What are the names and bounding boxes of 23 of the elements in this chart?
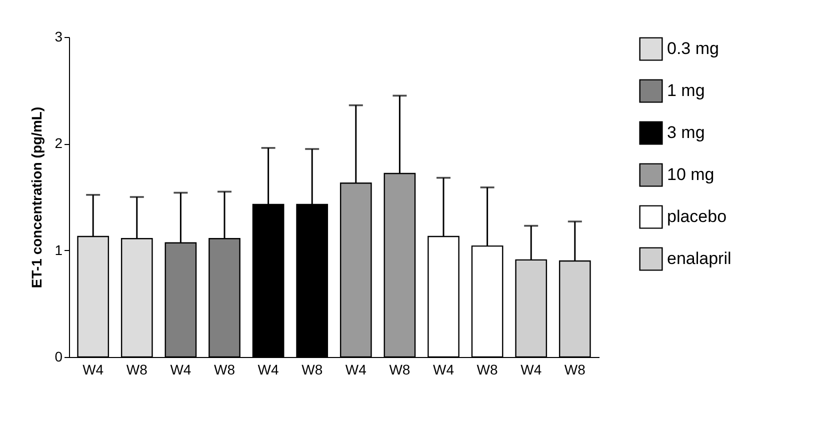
legend-label: 0.3 mg [667,39,719,58]
x-tick-label: W8 [214,362,236,378]
y-tick-label: 2 [54,135,63,152]
x-tick-label: W4 [258,362,280,378]
x-tick-label: W8 [476,362,498,378]
x-tick-label: W4 [433,362,454,378]
x-tick-label: W8 [564,362,586,378]
x-tick-label: W8 [389,362,410,378]
legend-label: 1 mg [667,81,705,100]
x-tick-label: W4 [82,362,104,378]
y-axis-title: ET-1 concentration (pg/mL) [28,106,45,288]
x-tick-label: W4 [345,362,367,378]
legend-label: placebo [667,207,727,226]
x-tick-label: W4 [520,362,542,378]
legend-label: enalapril [667,249,732,268]
x-tick-label: W4 [170,362,192,378]
x-tick-label: W8 [302,362,323,378]
x-tick-label: W8 [126,362,148,378]
y-tick-label: 1 [54,242,63,258]
y-tick-label: 3 [54,28,63,44]
legend-label: 3 mg [667,123,705,142]
y-tick-label: 0 [54,348,63,364]
legend-label: 10 mg [667,165,714,184]
